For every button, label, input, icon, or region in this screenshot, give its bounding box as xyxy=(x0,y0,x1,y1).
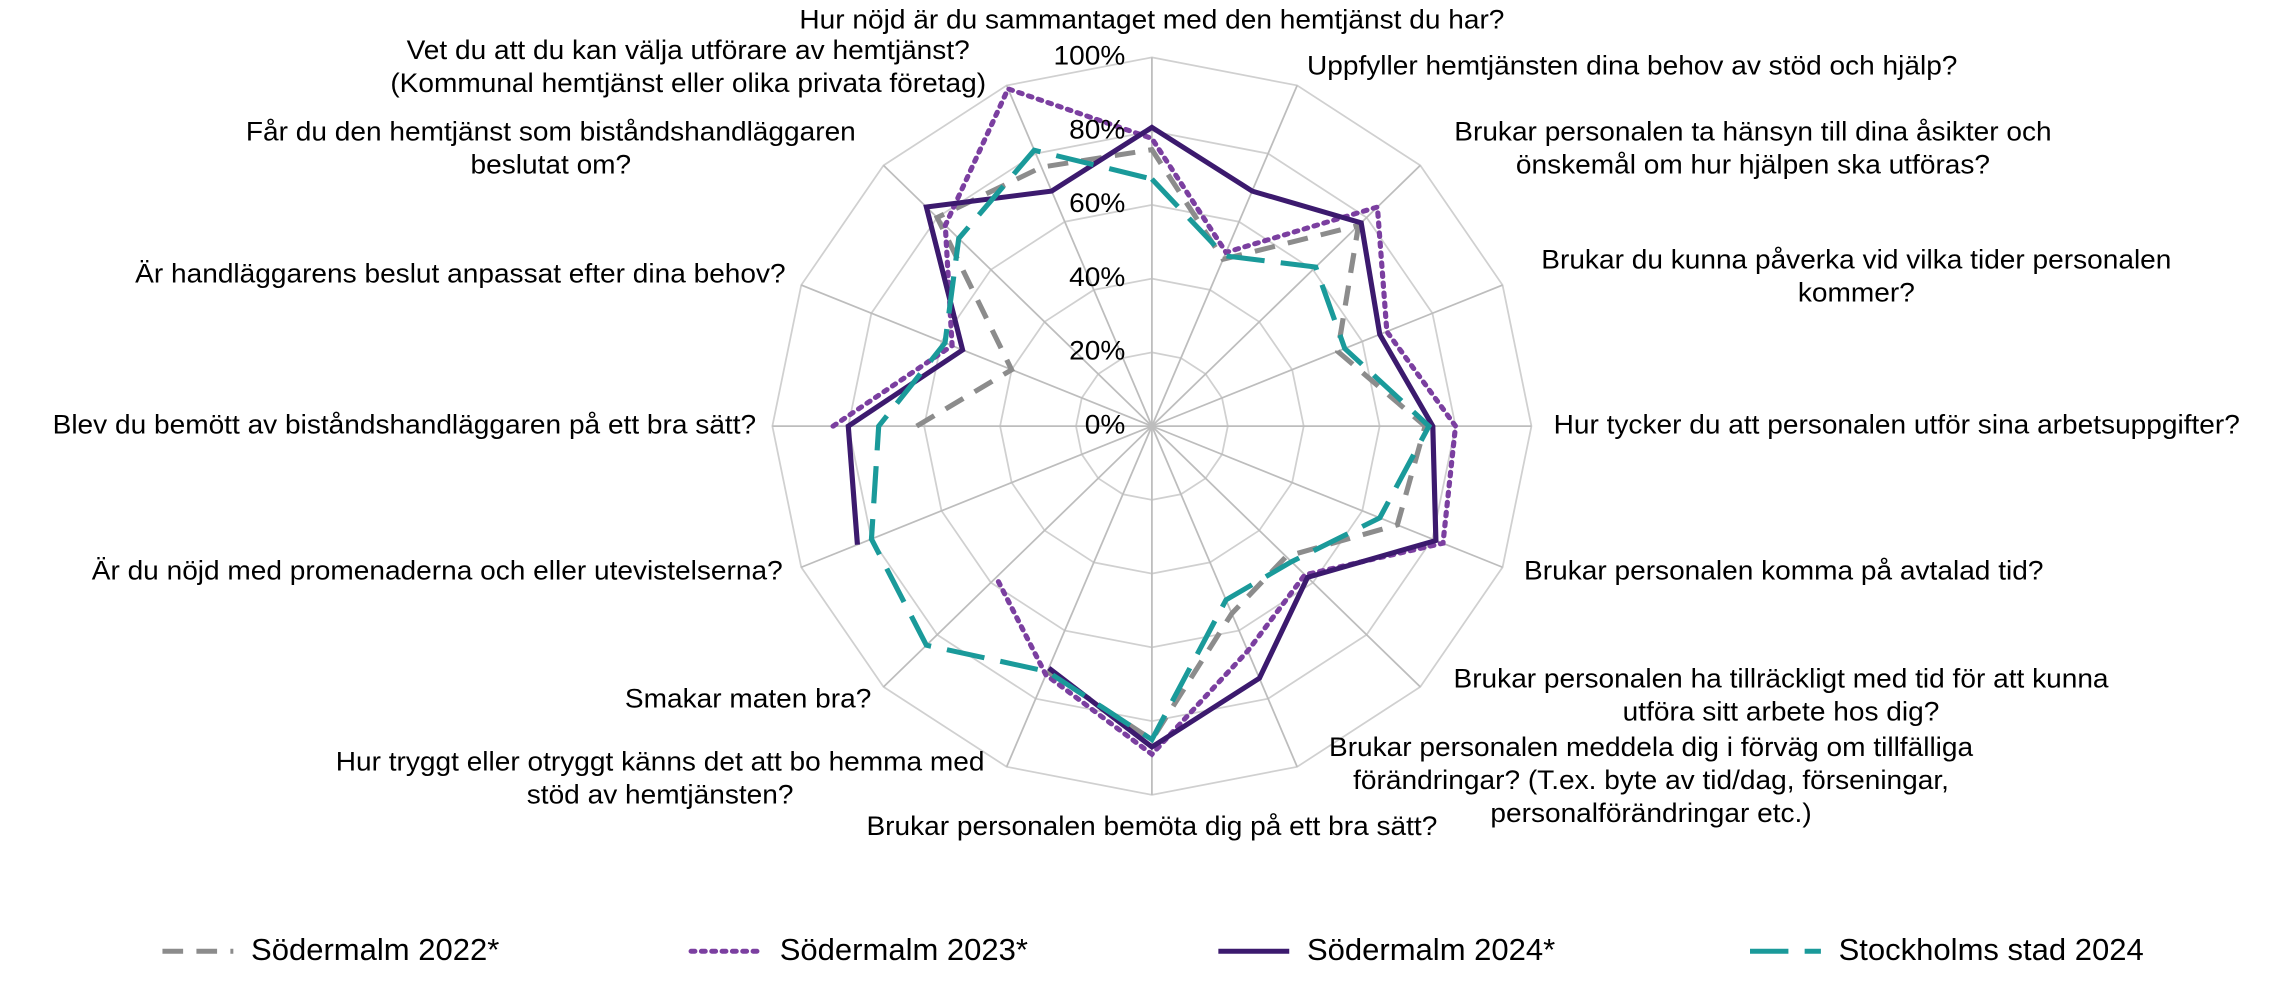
category-label: Får du den hemtjänst som biståndshandläg… xyxy=(245,117,856,181)
category-label: Hur nöjd är du sammantaget med den hemtj… xyxy=(799,5,1505,36)
tick-label: 100% xyxy=(1054,40,1126,71)
category-label: Hur tryggt eller otryggt känns det att b… xyxy=(335,747,985,811)
category-label: Brukar personalen meddela dig i förväg o… xyxy=(1328,733,1974,830)
series-line xyxy=(830,85,1459,758)
series-line xyxy=(915,146,1429,744)
spoke xyxy=(800,284,1153,427)
category-label: Brukar personalen komma på avtalad tid? xyxy=(1524,556,2044,587)
category-label: Blev du bemött av biståndshandläggaren p… xyxy=(52,410,757,441)
spoke xyxy=(1151,425,1421,688)
tick-label: 20% xyxy=(1069,335,1125,366)
spoke xyxy=(1005,425,1153,768)
tick-label: 40% xyxy=(1069,261,1125,292)
series-line xyxy=(868,147,1433,744)
legend-label: Stockholms stad 2024 xyxy=(1838,934,2144,968)
tick-label: 80% xyxy=(1069,114,1125,145)
spoke xyxy=(1151,284,1503,427)
category-label: Smakar maten bra? xyxy=(624,684,872,715)
legend-label: Södermalm 2024* xyxy=(1306,934,1556,968)
category-label: Brukar du kunna påverka vid vilka tider … xyxy=(1541,245,2172,309)
legend-label: Södermalm 2023* xyxy=(779,934,1028,968)
spoke xyxy=(1005,85,1153,427)
legend-label: Södermalm 2022* xyxy=(251,934,500,968)
spoke xyxy=(1151,85,1298,427)
tick-label: 60% xyxy=(1069,187,1125,218)
category-label: Hur tycker du att personalen utför sina … xyxy=(1553,410,2240,441)
category-label: Brukar personalen bemöta dig på ett bra … xyxy=(866,812,1438,843)
category-label: Vet du att du kan välja utförare av hemt… xyxy=(390,35,987,100)
category-label: Brukar personalen ha tillräckligt med ti… xyxy=(1453,664,2109,728)
tick-label: 0% xyxy=(1085,409,1126,440)
category-label: Uppfyller hemtjänsten dina behov av stöd… xyxy=(1306,51,1958,82)
spoke xyxy=(1151,425,1298,768)
category-label: Brukar personalen ta hänsyn till dina ås… xyxy=(1454,117,2052,181)
category-label: Är handläggarens beslut anpassat efter d… xyxy=(135,259,786,290)
spoke xyxy=(882,425,1153,688)
category-label: Är du nöjd med promenaderna och eller ut… xyxy=(91,556,783,587)
